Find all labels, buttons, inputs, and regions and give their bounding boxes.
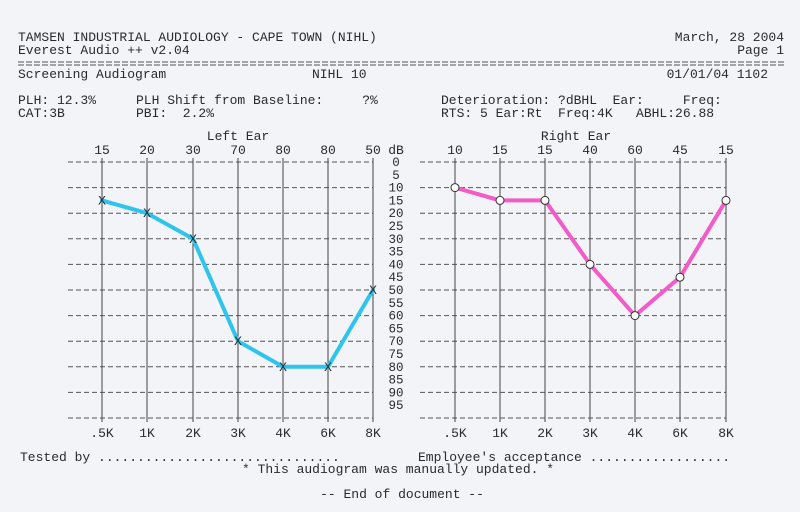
right-x-tick-label: 8K (718, 426, 734, 441)
manual-update-note: * This audiogram was manually updated. * (242, 462, 554, 477)
test-datetime: 01/01/04 1102 (667, 67, 768, 82)
left-threshold-label: 80 (275, 143, 291, 158)
y-tick-label: 90 (388, 386, 403, 400)
right-x-tick-label: 2K (537, 426, 553, 441)
left-data-point: X (369, 283, 377, 298)
software-version: Everest Audio ++ v2.04 (18, 43, 190, 58)
left-series-segment (191, 236, 240, 344)
y-tick-label: 15 (388, 194, 403, 208)
right-data-point (495, 195, 505, 205)
left-data-point: X (234, 334, 242, 349)
plh: PLH: 12.3% (18, 93, 96, 108)
right-data-point (630, 311, 640, 321)
end-of-document: -- End of document -- (320, 487, 484, 502)
left-x-tick-label: 4K (275, 426, 291, 441)
deterioration: Deterioration: ?dBHL Ear: Freq: (441, 93, 722, 108)
right-data-point (450, 183, 460, 193)
left-threshold-label: 80 (320, 143, 336, 158)
y-tick-label: 0 (392, 156, 400, 170)
right-data-point (721, 195, 731, 205)
left-threshold-label: 30 (185, 143, 201, 158)
y-tick-label: 65 (388, 322, 403, 336)
left-x-tick-label: 6K (320, 426, 336, 441)
y-tick-label: 85 (388, 374, 403, 388)
left-data-point: X (143, 206, 151, 221)
left-x-tick-label: .5K (90, 426, 114, 441)
right-threshold-label: 40 (582, 143, 598, 158)
page-number: Page 1 (737, 43, 784, 58)
right-x-tick-label: 6K (672, 426, 688, 441)
right-series-segment (588, 262, 637, 318)
left-series-segment (326, 288, 375, 369)
y-tick-label: 75 (388, 348, 403, 362)
right-x-tick-label: .5K (443, 426, 467, 441)
report-type: Screening Audiogram (18, 67, 166, 82)
pbi: PBI: 2.2% (136, 106, 214, 121)
y-tick-label: 45 (388, 271, 403, 285)
y-tick-label: 10 (388, 182, 403, 196)
company-name: TAMSEN INDUSTRIAL AUDIOLOGY - CAPE TOWN … (18, 30, 377, 45)
right-threshold-label: 15 (718, 143, 734, 158)
y-tick-label: 35 (388, 246, 403, 260)
left-series-segment (145, 211, 195, 241)
left-threshold-label: 15 (94, 143, 110, 158)
rts: RTS: 5 Ear:Rt Freq:4K ABHL:26.88 (441, 106, 714, 121)
y-tick-label: 55 (388, 297, 403, 311)
right-data-point (540, 195, 550, 205)
y-axis-label: dB (388, 143, 404, 158)
y-tick-label: 5 (392, 169, 400, 183)
left-data-point: X (324, 360, 332, 375)
report-date: March, 28 2004 (675, 30, 784, 45)
protocol: NIHL 10 (312, 67, 367, 82)
left-ear-title: Left Ear (207, 129, 269, 144)
left-x-tick-label: 8K (365, 426, 381, 441)
cat: CAT:3B (18, 106, 65, 121)
right-data-point (675, 272, 685, 282)
right-threshold-label: 60 (627, 143, 643, 158)
y-tick-label: 50 (388, 284, 403, 298)
left-data-point: X (189, 232, 197, 247)
left-x-tick-label: 3K (230, 426, 246, 441)
plh-shift: PLH Shift from Baseline: ?% (136, 93, 378, 108)
right-series-segment (543, 198, 592, 267)
right-x-tick-label: 1K (492, 426, 508, 441)
left-threshold-label: 70 (230, 143, 246, 158)
left-data-point: X (279, 360, 287, 375)
left-threshold-label: 20 (139, 143, 155, 158)
right-x-tick-label: 4K (627, 426, 643, 441)
y-tick-label: 80 (388, 361, 403, 375)
right-ear-title: Right Ear (541, 129, 611, 144)
right-series-segment (678, 198, 728, 280)
left-x-tick-label: 1K (139, 426, 155, 441)
y-tick-label: 70 (388, 335, 403, 349)
employee-acceptance-line: Employee's acceptance .................. (418, 450, 730, 465)
right-x-tick-label: 3K (582, 426, 598, 441)
y-tick-label: 20 (388, 207, 403, 221)
y-tick-label: 40 (388, 258, 403, 272)
right-series-segment (633, 275, 682, 318)
y-tick-label: 95 (388, 399, 403, 413)
right-series-segment (453, 185, 502, 203)
right-threshold-label: 15 (537, 143, 553, 158)
y-tick-label: 60 (388, 310, 403, 324)
y-tick-label: 25 (388, 220, 403, 234)
right-data-point (585, 259, 595, 269)
tested-by-line: Tested by ..............................… (20, 450, 340, 465)
right-threshold-label: 10 (447, 143, 463, 158)
right-threshold-label: 15 (492, 143, 508, 158)
left-threshold-label: 50 (365, 143, 381, 158)
left-series-segment (236, 339, 285, 369)
right-threshold-label: 45 (672, 143, 688, 158)
left-data-point: X (98, 193, 106, 208)
left-x-tick-label: 2K (185, 426, 201, 441)
y-tick-label: 30 (388, 233, 403, 247)
left-series-segment (100, 198, 149, 216)
